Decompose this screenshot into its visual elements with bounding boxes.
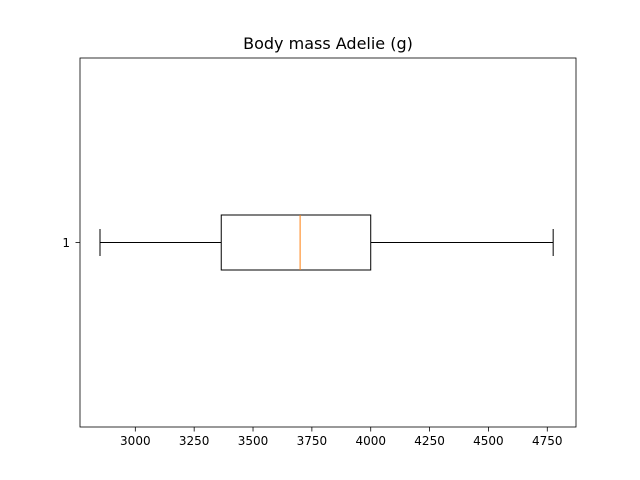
- x-tick-label: 3500: [238, 434, 269, 448]
- chart-title: Body mass Adelie (g): [243, 34, 413, 53]
- y-tick-label: 1: [62, 236, 70, 250]
- x-tick-label: 3250: [179, 434, 210, 448]
- x-tick-label: 4250: [414, 434, 445, 448]
- x-tick-label: 3750: [297, 434, 328, 448]
- plot-area: 3000 3250 3500 3750 4000 4250 4500 4750 1: [62, 57, 577, 448]
- x-tick-label: 4000: [355, 434, 386, 448]
- x-tick-label: 4750: [532, 434, 563, 448]
- iqr-box: [220, 214, 372, 271]
- x-tick-label: 4500: [473, 434, 504, 448]
- x-tick-label: 3000: [120, 434, 151, 448]
